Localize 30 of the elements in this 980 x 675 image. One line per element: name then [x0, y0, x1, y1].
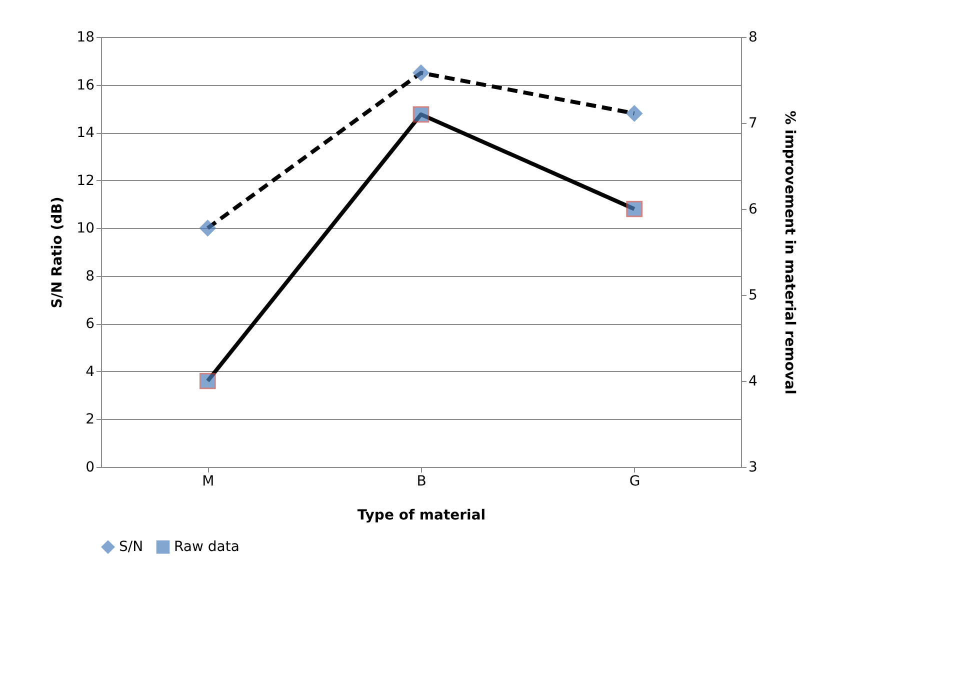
y2-tick-label: 5 — [748, 288, 758, 304]
y-tick-label: 14 — [76, 125, 95, 142]
y-tick-label: 10 — [76, 220, 94, 237]
y-tick-label: 18 — [76, 30, 94, 46]
y-tick-label: 8 — [86, 268, 94, 284]
x-tick-label: M — [202, 474, 214, 490]
y-tick-label: 6 — [86, 316, 95, 332]
y-tick-label: 2 — [86, 412, 94, 428]
point — [200, 372, 216, 390]
y2-tick-label: 7 — [748, 116, 758, 132]
y2-tick-label: 4 — [748, 374, 758, 390]
x-axis-title: Type of material — [357, 508, 486, 524]
y2-tick-label: 3 — [748, 460, 758, 476]
y-tick-label: 16 — [76, 77, 95, 94]
y2-tick-label: 6 — [748, 202, 758, 218]
point — [200, 220, 216, 236]
point — [626, 105, 642, 122]
y-tick-label: 0 — [86, 460, 94, 476]
y-tick-label: 4 — [86, 364, 95, 380]
y2-tick-label: 8 — [748, 30, 758, 46]
x-tick-label: B — [416, 474, 426, 490]
y-axis-title: S/N Ratio (dB) — [50, 196, 66, 308]
y-tick-label: 12 — [76, 172, 94, 189]
point — [412, 64, 430, 81]
legend-label: Raw data — [174, 539, 240, 556]
x-tick-label: G — [629, 474, 640, 490]
point — [412, 106, 430, 123]
point — [626, 200, 642, 218]
y2-axis-title: % improvement in material removal — [781, 110, 798, 394]
legend-label: S/N — [119, 539, 144, 556]
